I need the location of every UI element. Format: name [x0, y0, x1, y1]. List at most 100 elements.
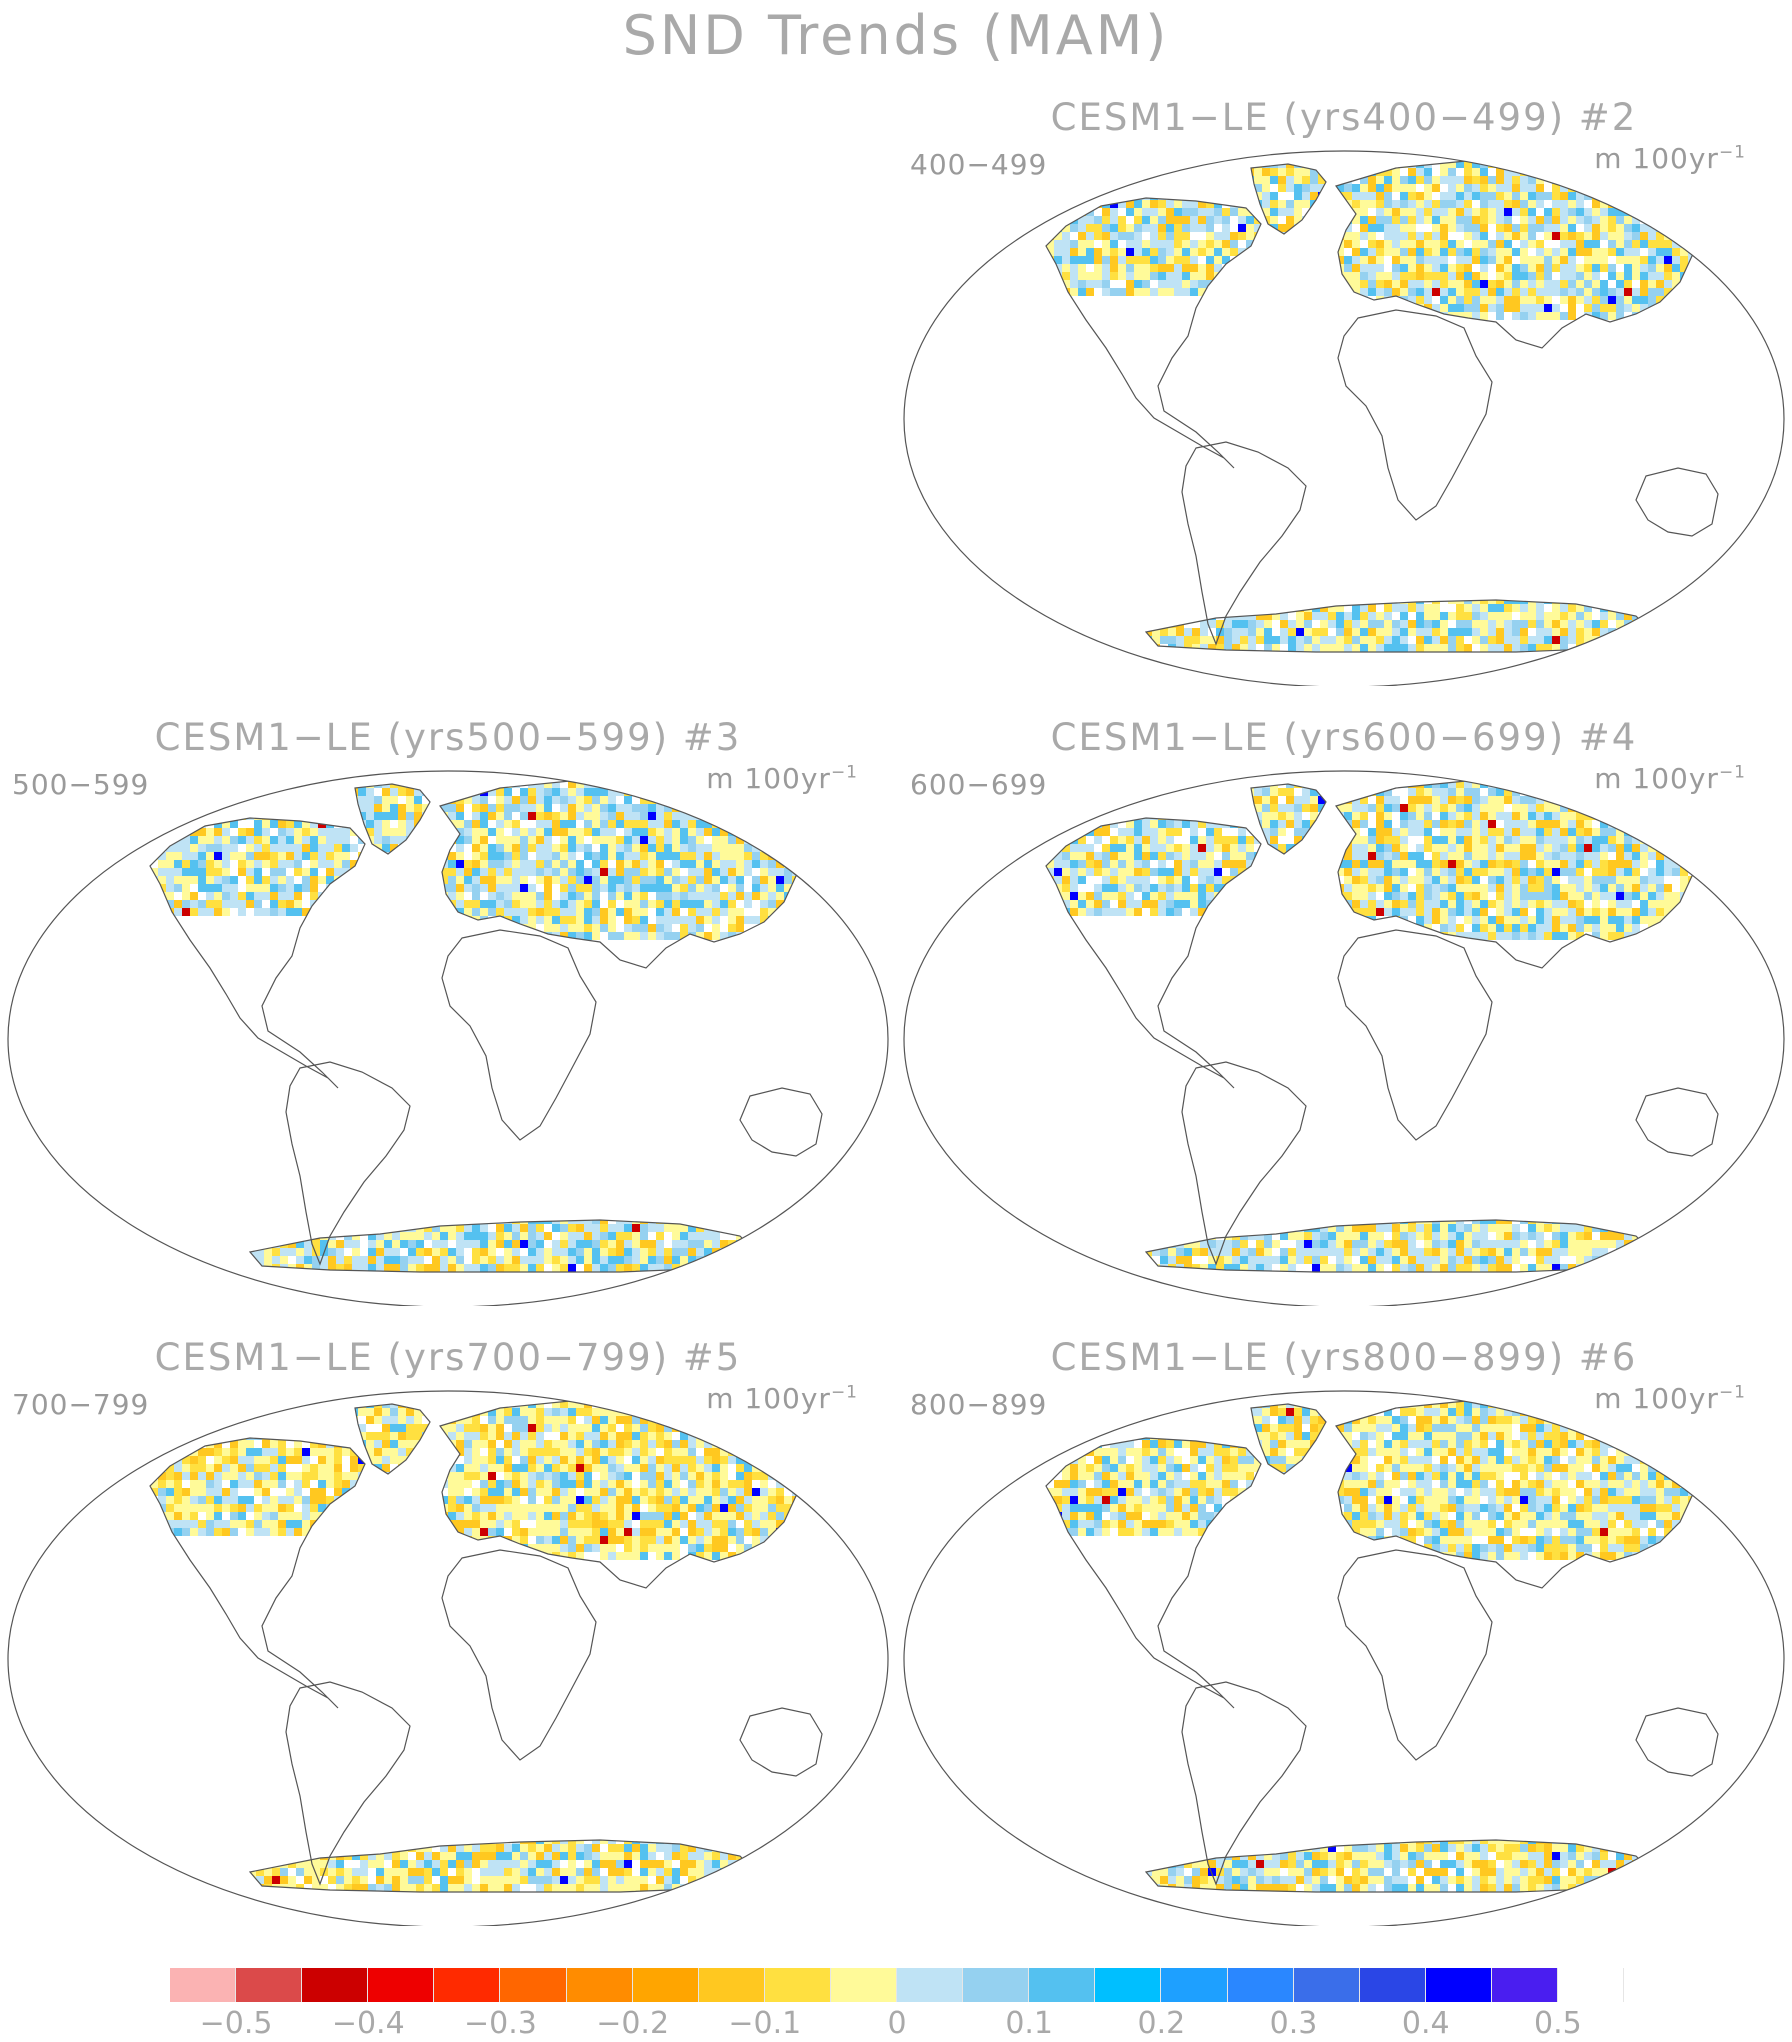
colorbar-swatch	[368, 1968, 435, 2002]
colorbar-tick-label: 0.5	[1534, 2006, 1582, 2041]
colorbar-tick-label: 0.4	[1401, 2006, 1450, 2041]
snow-trend-field	[1046, 164, 1326, 296]
colorbar-swatch	[698, 1968, 765, 2002]
colorbar-swatch	[830, 1968, 898, 2002]
coastline-australia	[1635, 467, 1719, 537]
coastline-africa	[1337, 929, 1493, 1141]
coastline-australia	[1635, 1707, 1719, 1777]
colorbar-swatch	[1359, 1968, 1426, 2002]
coastline-australia	[739, 1087, 823, 1157]
colorbar-swatch	[764, 1968, 831, 2002]
panel-title: CESM1−LE (yrs800−899) #6	[1050, 1336, 1638, 1379]
colorbar-swatch	[963, 1968, 1030, 2002]
map-frame	[903, 150, 1785, 686]
snow-trend-field	[250, 1220, 760, 1272]
map-panel-2: CESM1−LE (yrs500−599) #3 500−599 m 100yr…	[0, 716, 896, 1306]
panel-title: CESM1−LE (yrs400−499) #2	[1050, 96, 1638, 139]
map-frame	[903, 770, 1785, 1306]
world-map	[903, 770, 1785, 1306]
map-frame	[7, 1390, 889, 1926]
coastline-southAmerica	[1181, 441, 1307, 646]
coastline-northAmerica	[1045, 817, 1262, 1089]
colorbar-tick-label: −0.4	[331, 2006, 405, 2041]
colorbar-tick-label: 0.1	[1005, 2006, 1054, 2041]
snow-trend-field	[1146, 600, 1656, 652]
coastline-greenland	[354, 1403, 431, 1475]
colorbar-tick-label: −0.5	[199, 2006, 273, 2041]
colorbar	[170, 1968, 1625, 2002]
colorbar-swatch	[1557, 1968, 1625, 2002]
panel-units-label: m 100yr−1	[706, 762, 858, 795]
coastline-greenland	[1250, 1403, 1327, 1475]
world-map	[7, 1390, 889, 1926]
coastline-southAmerica	[285, 1681, 411, 1886]
colorbar-swatch	[500, 1968, 567, 2002]
map-panel-1: CESM1−LE (yrs400−499) #2 400−499 m 100yr…	[896, 96, 1792, 686]
panel-units-label: m 100yr−1	[1594, 142, 1746, 175]
coastline-greenland	[354, 783, 431, 855]
panel-units-label: m 100yr−1	[1594, 1382, 1746, 1415]
map-panel-4: CESM1−LE (yrs700−799) #5 700−799 m 100yr…	[0, 1336, 896, 1926]
snow-trend-field	[1046, 784, 1326, 916]
coastline-greenland	[1250, 783, 1327, 855]
panel-title: CESM1−LE (yrs600−699) #4	[1050, 716, 1638, 759]
colorbar-tick-label: 0.2	[1137, 2006, 1186, 2041]
snow-trend-field	[250, 1840, 760, 1892]
colorbar-swatch	[632, 1968, 699, 2002]
snow-trend-field	[1146, 1220, 1656, 1272]
coastline-africa	[441, 1549, 597, 1761]
panel-units-label: m 100yr−1	[706, 1382, 858, 1415]
panel-title: CESM1−LE (yrs500−599) #3	[154, 716, 742, 759]
coastline-africa	[1337, 309, 1493, 521]
panel-years-label: 500−599	[12, 768, 150, 801]
colorbar-swatch	[1161, 1968, 1228, 2002]
panel-years-label: 700−799	[12, 1388, 150, 1421]
snow-trend-field	[150, 784, 430, 916]
panel-title: CESM1−LE (yrs700−799) #5	[154, 1336, 742, 1379]
colorbar-tick-labels: −0.5 −0.4 −0.3 −0.2 −0.1 0 0.1 0.2 0.3 0.4 0.5	[0, 2006, 1792, 2042]
coastline-northAmerica	[149, 1437, 366, 1709]
colorbar-tick-label: 0.3	[1269, 2006, 1318, 2041]
colorbar-swatch	[1029, 1968, 1096, 2002]
figure-title: SND Trends (MAM)	[622, 4, 1170, 67]
coastline-africa	[1337, 1549, 1493, 1761]
colorbar-swatch	[170, 1968, 237, 2002]
colorbar-swatch	[1293, 1968, 1360, 2002]
coastline-northAmerica	[1045, 197, 1262, 469]
colorbar-swatch	[236, 1968, 303, 2002]
colorbar-swatch	[566, 1968, 633, 2002]
snow-trend-field	[150, 1404, 430, 1536]
coastline-africa	[441, 929, 597, 1141]
colorbar-swatch	[434, 1968, 501, 2002]
panel-years-label: 800−899	[910, 1388, 1048, 1421]
map-panel-5: CESM1−LE (yrs800−899) #6 800−899 m 100yr…	[896, 1336, 1792, 1926]
colorbar-swatch	[1425, 1968, 1492, 2002]
coastline-southAmerica	[1181, 1681, 1307, 1886]
colorbar-swatch	[302, 1968, 369, 2002]
coastline-northAmerica	[149, 817, 366, 1089]
snow-trend-field	[1046, 1404, 1326, 1536]
colorbar-swatch	[1095, 1968, 1162, 2002]
colorbar-tick-label: −0.1	[728, 2006, 802, 2041]
coastline-greenland	[1250, 163, 1327, 235]
world-map	[903, 150, 1785, 686]
snow-trend-field	[1146, 1840, 1656, 1892]
panel-years-label: 400−499	[910, 148, 1048, 181]
coastline-australia	[1635, 1087, 1719, 1157]
coastline-australia	[739, 1707, 823, 1777]
colorbar-tick-label: −0.3	[464, 2006, 537, 2041]
coastline-southAmerica	[1181, 1061, 1307, 1266]
colorbar-tick-label: −0.2	[596, 2006, 670, 2041]
world-map	[7, 770, 889, 1306]
coastline-northAmerica	[1045, 1437, 1262, 1709]
colorbar-swatch	[1491, 1968, 1558, 2002]
world-map	[903, 1390, 1785, 1926]
colorbar-tick-label: 0	[887, 2006, 907, 2041]
colorbar-swatch	[1227, 1968, 1294, 2002]
panel-years-label: 600−699	[910, 768, 1048, 801]
map-frame	[7, 770, 889, 1306]
coastline-southAmerica	[285, 1061, 411, 1266]
colorbar-swatch	[897, 1968, 964, 2002]
panel-units-label: m 100yr−1	[1594, 762, 1746, 795]
map-panel-3: CESM1−LE (yrs600−699) #4 600−699 m 100yr…	[896, 716, 1792, 1306]
